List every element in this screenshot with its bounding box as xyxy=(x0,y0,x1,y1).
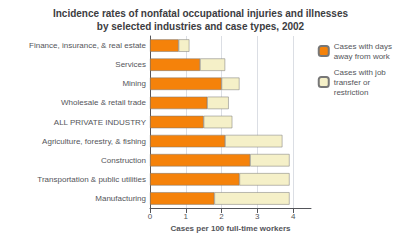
svg-text:Cases with job: Cases with job xyxy=(334,68,387,77)
svg-text:Construction: Construction xyxy=(101,156,146,165)
svg-text:Wholesale & retail trade: Wholesale & retail trade xyxy=(61,98,146,107)
svg-text:Mining: Mining xyxy=(122,79,146,88)
svg-text:ALL PRIVATE INDUSTRY: ALL PRIVATE INDUSTRY xyxy=(54,118,147,127)
svg-text:Transportation & public utilit: Transportation & public utilities xyxy=(37,175,146,184)
svg-text:Agriculture, forestry, & fishi: Agriculture, forestry, & fishing xyxy=(42,137,146,146)
svg-text:Cases with days: Cases with days xyxy=(334,42,392,51)
svg-text:1: 1 xyxy=(184,212,189,221)
svg-text:by selected industries and cas: by selected industries and case types, 2… xyxy=(97,21,305,32)
svg-text:2: 2 xyxy=(219,212,224,221)
svg-text:Services: Services xyxy=(115,60,146,69)
svg-text:transfer or: transfer or xyxy=(334,78,371,87)
svg-text:3: 3 xyxy=(255,212,260,221)
svg-text:0: 0 xyxy=(148,212,153,221)
svg-text:Finance, insurance, & real est: Finance, insurance, & real estate xyxy=(29,41,147,50)
svg-text:Cases per 100 full-time worker: Cases per 100 full-time workers xyxy=(170,224,291,233)
svg-text:Incidence rates of nonfatal oc: Incidence rates of nonfatal occupational… xyxy=(53,8,349,19)
svg-text:4: 4 xyxy=(291,212,296,221)
svg-text:restriction: restriction xyxy=(334,88,369,97)
svg-text:away from work: away from work xyxy=(334,52,391,61)
svg-text:Manufacturing: Manufacturing xyxy=(95,194,146,203)
